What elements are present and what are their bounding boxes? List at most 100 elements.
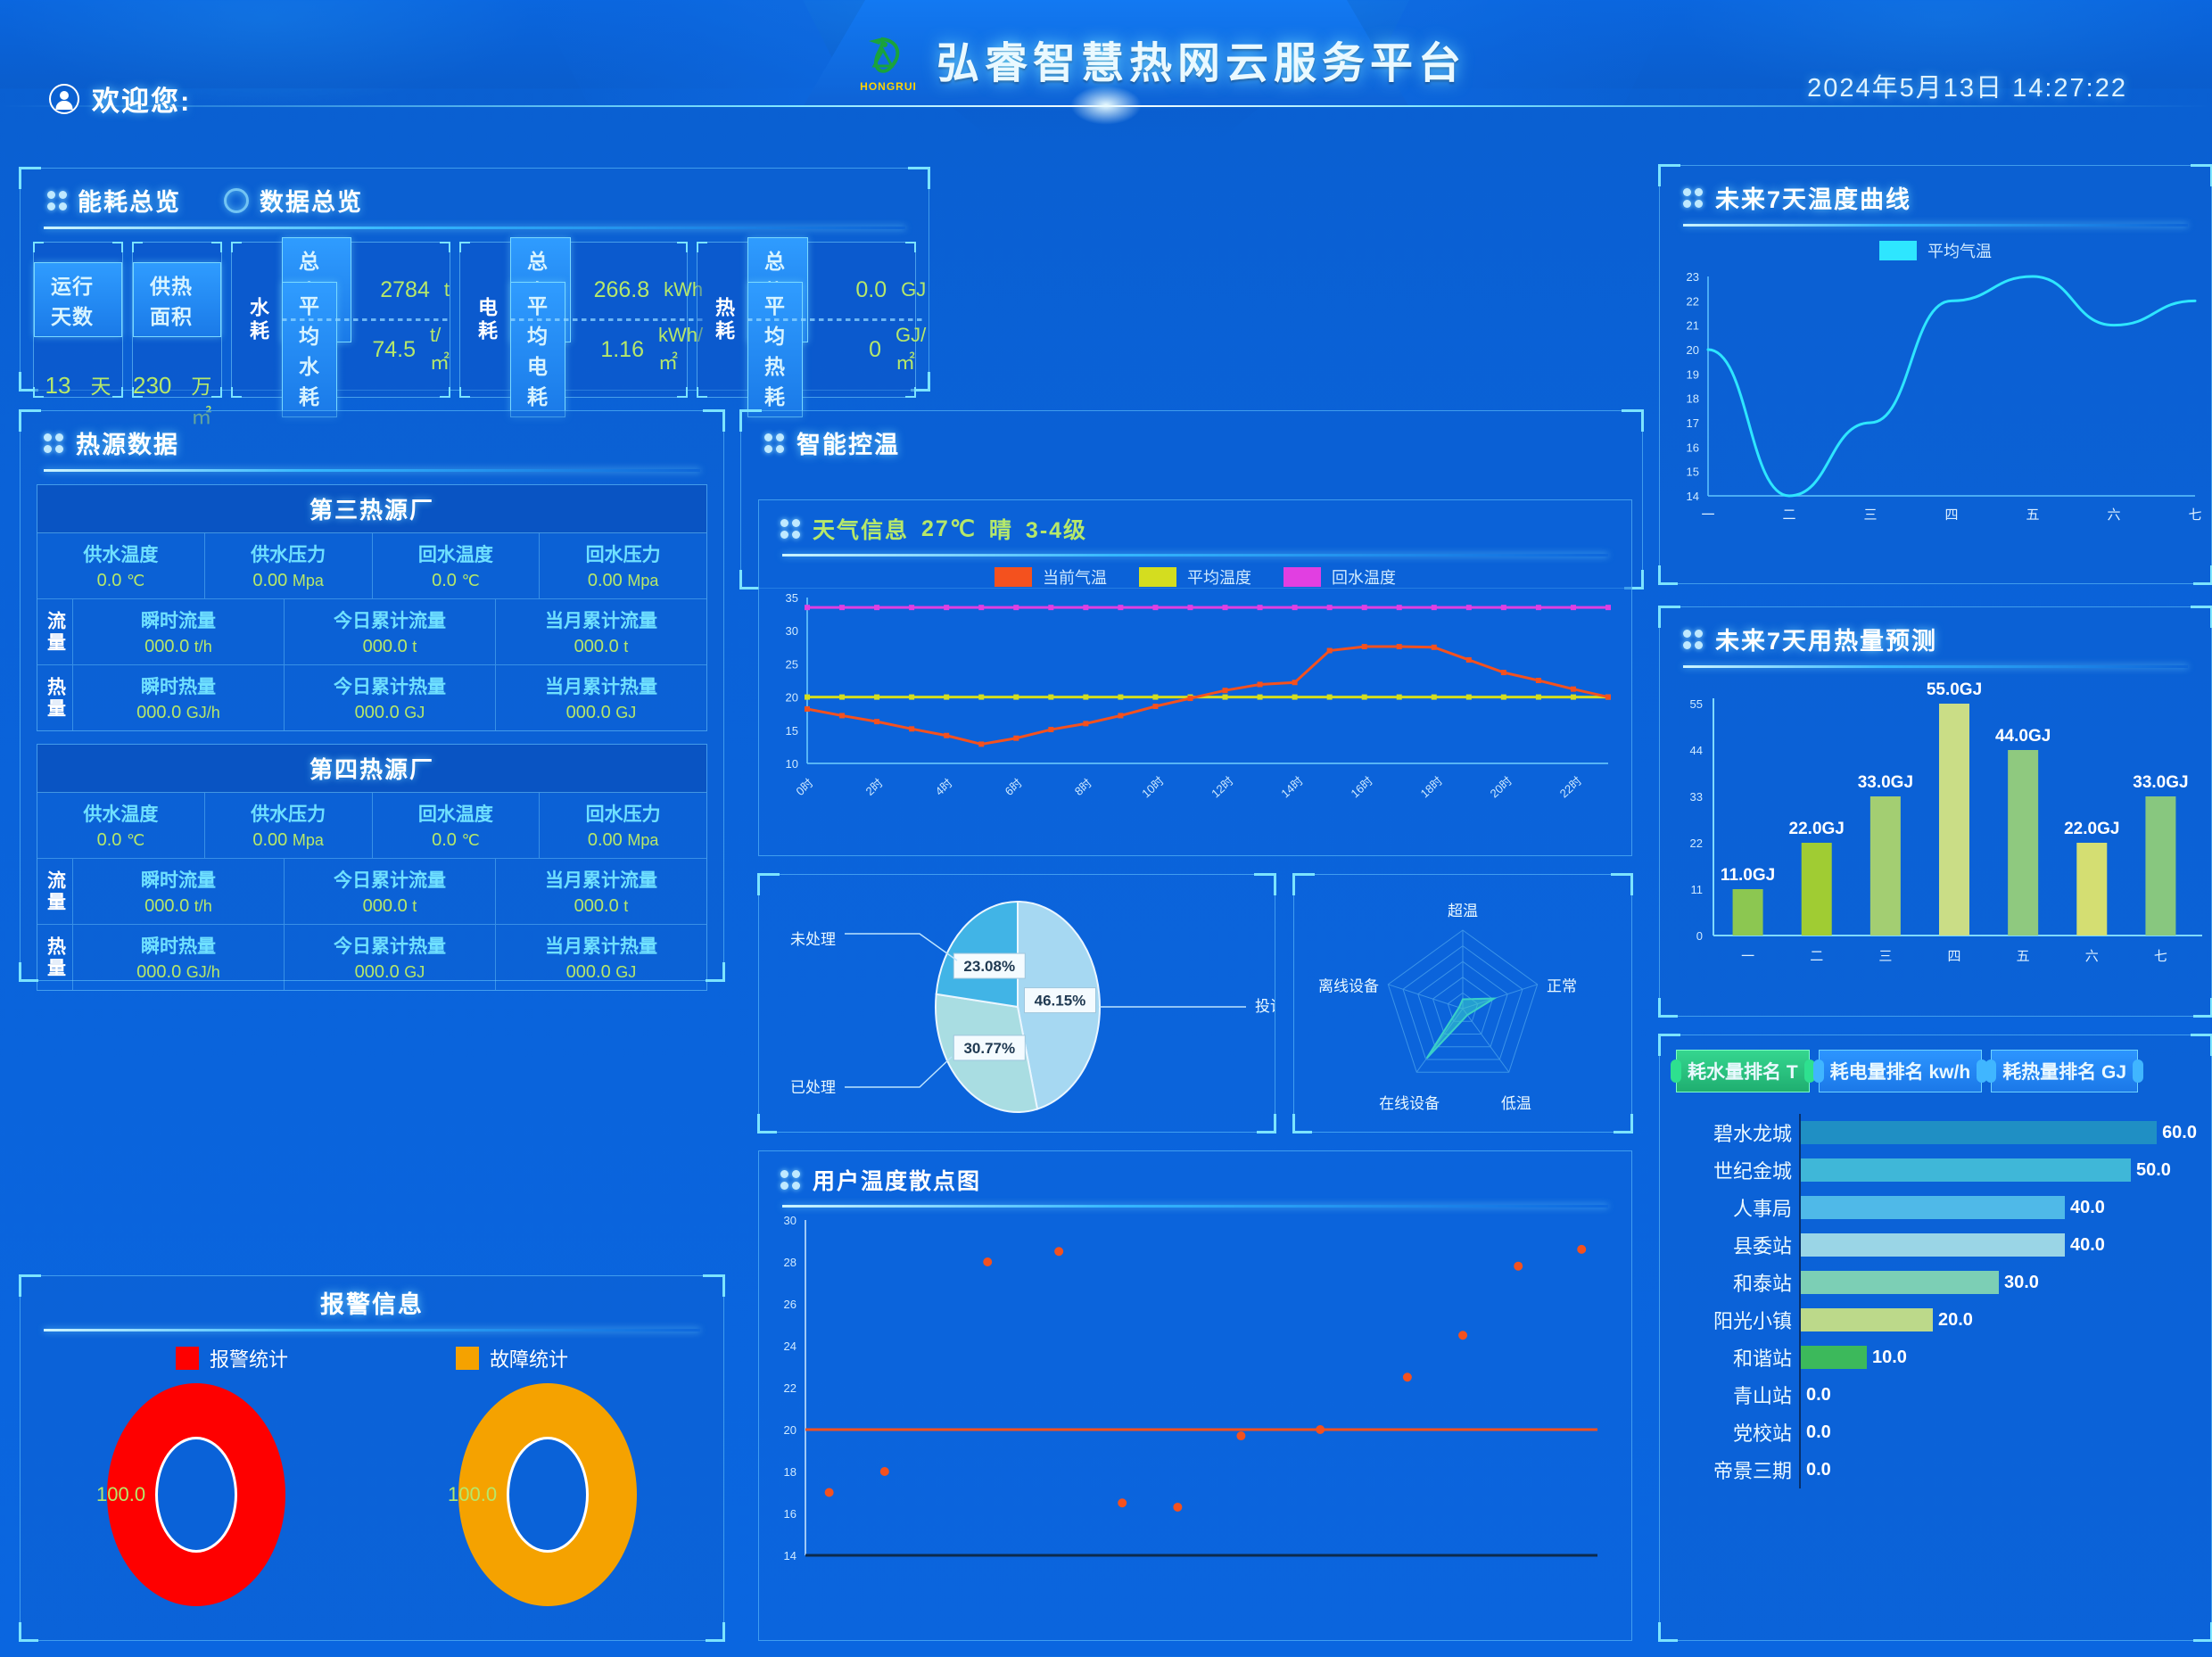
weather-underline xyxy=(782,554,1608,556)
ranking-row: 阳光小镇 20.0 xyxy=(1674,1301,2197,1339)
svg-text:16时: 16时 xyxy=(1348,774,1374,801)
brand: HONGRUI 弘睿智慧热网云服务平台 xyxy=(856,27,1466,93)
metric-key: 供水温度 xyxy=(83,545,159,565)
metric-value: 0 xyxy=(869,336,881,362)
svg-text:未处理: 未处理 xyxy=(790,931,836,948)
user-icon xyxy=(49,83,79,114)
metric-val: 000.0 t/h xyxy=(75,896,282,917)
grid-dots-icon xyxy=(780,1170,800,1190)
tab-data-overview-label: 数据总览 xyxy=(260,189,363,216)
grid-dots-icon xyxy=(44,433,63,453)
weather-line-chart: 10 15 20 25 30 35 0时 2时 4时 6时 8时 10时 12时 14时 16时 18时 20时… xyxy=(786,591,1611,801)
legend-swatch-alarm xyxy=(175,1347,199,1370)
metric-key: 瞬时流量 xyxy=(141,870,216,891)
metric-unit: ℃ xyxy=(461,831,480,849)
svg-text:6时: 6时 xyxy=(1003,776,1025,798)
scatter-underline xyxy=(782,1205,1608,1208)
legend-item-average-temp[interactable]: 平均温度 xyxy=(1139,565,1251,589)
metric-unit: Mpa xyxy=(627,831,659,849)
plant-metric-cell: 回水压力 0.00 Mpa xyxy=(540,793,706,858)
svg-text:15: 15 xyxy=(1687,466,1699,479)
plant-metrics-row: 供水温度 0.0 ℃ 供水压力 0.00 Mpa 回水温度 0.0 ℃ 回水压力 0.00 M… xyxy=(37,793,706,859)
tab-electricity-ranking[interactable]: 耗电量排名 kw/h xyxy=(1818,1050,1983,1092)
temperature-line-chart: 14 15 16 17 18 19 20 21 22 23 一 二 三 四 五 六 七 xyxy=(1687,270,2202,523)
svg-text:五: 五 xyxy=(2026,507,2039,523)
svg-text:19: 19 xyxy=(1687,367,1699,381)
svg-text:11.0GJ: 11.0GJ xyxy=(1721,866,1775,885)
plant-metric-cell: 瞬时流量 000.0 t/h xyxy=(73,599,285,664)
svg-text:一: 一 xyxy=(1741,949,1754,964)
metric-number: 0.0 xyxy=(96,830,122,850)
legend-item-avg-temp[interactable]: 平均气温 xyxy=(1879,239,1992,262)
svg-text:五: 五 xyxy=(2017,949,2030,964)
svg-text:22: 22 xyxy=(1687,294,1699,308)
hforecast-title-label: 未来7天用热量预测 xyxy=(1715,628,1938,655)
svg-text:14: 14 xyxy=(1687,490,1699,503)
metric-val: 000.0 t/h xyxy=(75,637,282,657)
tab-energy-overview[interactable]: 能耗总览 xyxy=(47,183,181,218)
tab-heat-ranking[interactable]: 耗热量排名 GJ xyxy=(1991,1050,2139,1092)
app-header: 欢迎您: HONGRUI 弘睿智慧热网云服务平台 2024年5月13日 14:2… xyxy=(0,0,2212,143)
metric-unit: t/㎡ xyxy=(430,324,450,374)
plant-metric-cell: 当月累计热量 000.0 GJ xyxy=(496,665,706,730)
metric-unit: GJ xyxy=(901,278,927,301)
metric-row: 平均水耗 74.5 t/㎡ xyxy=(282,282,450,417)
metric-number: 0.0 xyxy=(432,830,457,850)
plant-name: 第三热源厂 xyxy=(37,485,706,533)
metric-key: 今日累计流量 xyxy=(334,870,446,891)
legend-item-return-temp[interactable]: 回水温度 xyxy=(1283,565,1396,589)
header-wing-left xyxy=(535,0,856,105)
metric-unit: ℃ xyxy=(126,572,145,589)
legend-label: 平均气温 xyxy=(1927,243,1992,260)
plant-metrics-row: 热量 瞬时热量 000.0 GJ/h 今日累计热量 000.0 GJ 当月累计热量 000.… xyxy=(37,665,706,730)
ranking-label: 阳光小镇 xyxy=(1713,1310,1792,1332)
svg-text:14时: 14时 xyxy=(1278,774,1305,801)
svg-text:21: 21 xyxy=(1687,319,1699,333)
group-side-label: 电耗 xyxy=(475,296,498,343)
metric-unit: kWh xyxy=(664,278,704,301)
ranking-row: 碧水龙城 60.0 xyxy=(1674,1114,2197,1151)
ranking-label: 和谐站 xyxy=(1732,1348,1792,1370)
donut-hole xyxy=(155,1437,237,1553)
ranking-value: 10.0 xyxy=(1871,1347,1907,1367)
metric-val: 0.0 ℃ xyxy=(375,830,538,851)
svg-text:55: 55 xyxy=(1690,697,1703,711)
heat-source-panel: 热源数据 第三热源厂 供水温度 0.0 ℃ 供水压力 0.00 Mpa 回水温度 0.0 ℃… xyxy=(19,409,725,991)
weather-condition: 晴 xyxy=(988,518,1013,543)
ranking-bar xyxy=(1801,1233,2065,1257)
grid-dots-icon xyxy=(780,519,800,539)
svg-text:30.77%: 30.77% xyxy=(963,1040,1015,1057)
weather-legend: 当前气温 平均温度 回水温度 xyxy=(759,565,1631,589)
metric-label: 平均热耗 xyxy=(747,282,803,417)
metric-val: 0.00 Mpa xyxy=(541,571,705,591)
legend-swatch xyxy=(1139,567,1176,587)
ranking-bar-wrap: 40.0 xyxy=(1799,1189,2197,1226)
metric-row: 平均电耗 1.16 kWh/㎡ xyxy=(510,282,703,417)
metric-unit: GJ xyxy=(615,704,637,721)
heat-source-title-label: 热源数据 xyxy=(76,432,179,458)
metric-key: 供水温度 xyxy=(83,804,159,825)
heat-source-title: 热源数据 xyxy=(21,411,723,460)
ranking-row: 党校站 0.0 xyxy=(1674,1414,2197,1451)
metric-number: 000.0 xyxy=(144,637,190,656)
legend-item-current-temp[interactable]: 当前气温 xyxy=(995,565,1107,589)
svg-text:44.0GJ: 44.0GJ xyxy=(1995,727,2051,746)
svg-text:25: 25 xyxy=(786,657,798,671)
datetime-display: 2024年5月13日 14:27:22 xyxy=(1807,74,2127,103)
metric-unit: Mpa xyxy=(292,572,324,589)
row-side-label: 热量 xyxy=(37,925,73,990)
tab-water-ranking[interactable]: 耗水量排名 T xyxy=(1676,1050,1810,1092)
ranking-bar-wrap: 0.0 xyxy=(1799,1414,2197,1451)
stat-value: 13 xyxy=(45,372,71,399)
svg-text:46.15%: 46.15% xyxy=(1035,993,1086,1010)
tab-data-overview[interactable]: 数据总览 xyxy=(224,183,363,218)
group-side-label: 水耗 xyxy=(247,296,269,343)
ranking-bar-wrap: 60.0 xyxy=(1799,1114,2197,1151)
ranking-row: 人事局 40.0 xyxy=(1674,1189,2197,1226)
svg-text:四: 四 xyxy=(1944,507,1958,523)
metric-key: 回水压力 xyxy=(585,804,661,825)
ranking-label: 县委站 xyxy=(1732,1235,1792,1257)
svg-text:22: 22 xyxy=(784,1381,796,1395)
metric-key: 回水温度 xyxy=(417,545,493,565)
